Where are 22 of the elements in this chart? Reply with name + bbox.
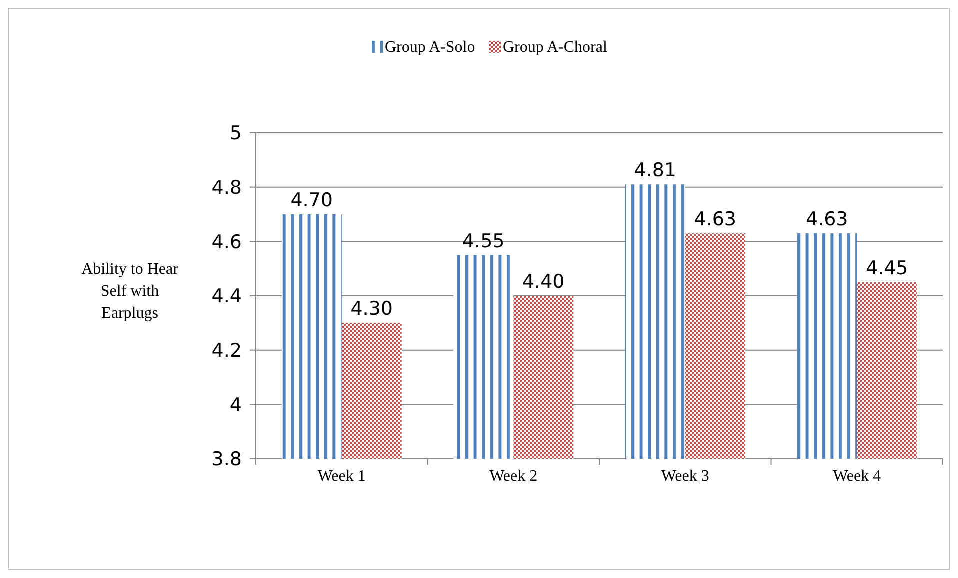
data-label: 4.40 [522, 271, 565, 293]
data-label: 4.81 [634, 160, 677, 182]
data-label: 4.63 [806, 208, 848, 231]
data-label: 4.55 [462, 230, 505, 252]
data-label: 4.63 [694, 208, 737, 231]
x-tick-label: Week 2 [490, 468, 538, 485]
y-tick-label: 4.2 [212, 340, 242, 362]
y-tick-label: 4.4 [212, 286, 242, 308]
y-tick-label: 4.8 [212, 176, 242, 199]
data-label: 4.45 [866, 257, 908, 280]
x-tick-label: Week 4 [833, 468, 882, 485]
data-label: 4.30 [350, 298, 394, 320]
y-tick-label: 4.6 [212, 231, 242, 254]
data-label: 4.70 [290, 190, 334, 212]
x-tick-label: Week 3 [661, 468, 710, 485]
y-tick-label: 5 [230, 122, 242, 145]
x-tick-label: Week 1 [318, 468, 366, 485]
y-tick-label: 4 [230, 394, 242, 416]
legend-label: Group A-Solo [385, 39, 476, 56]
legend-label: Group A-Choral [503, 39, 608, 56]
y-axis-title: Ability to Hear Self with Earplugs [82, 261, 180, 322]
y-tick-label: 3.8 [212, 448, 242, 471]
